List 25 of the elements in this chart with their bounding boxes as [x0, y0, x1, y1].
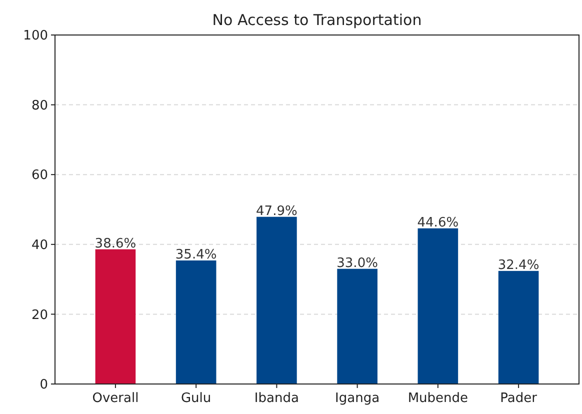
- data-label: 33.0%: [336, 256, 378, 271]
- data-label: 47.9%: [256, 204, 298, 219]
- data-label: 44.6%: [417, 215, 459, 230]
- y-tick-label: 40: [31, 238, 48, 253]
- bar: [418, 228, 458, 384]
- x-tick-label: Overall: [92, 391, 139, 406]
- bar: [176, 260, 216, 384]
- x-tick-label: Mubende: [408, 391, 468, 406]
- x-tick-label: Gulu: [180, 391, 212, 406]
- data-label: 32.4%: [498, 258, 540, 273]
- bar: [256, 216, 297, 384]
- y-tick-label: 20: [31, 308, 48, 323]
- data-label: 38.6%: [94, 236, 136, 252]
- x-tick-label: Pader: [500, 391, 538, 406]
- y-tick-label: 100: [23, 28, 48, 44]
- bar: [337, 268, 378, 384]
- chart-title: No Access to Transportation: [212, 11, 422, 29]
- y-tick-label: 0: [40, 378, 48, 393]
- bar: [498, 270, 539, 384]
- x-tick-label: Iganga: [335, 391, 380, 406]
- x-tick-label: Ibanda: [254, 391, 299, 406]
- y-tick-label: 80: [31, 98, 48, 114]
- y-tick-label: 60: [31, 168, 48, 184]
- bar: [95, 249, 136, 384]
- data-label: 35.4%: [175, 247, 217, 262]
